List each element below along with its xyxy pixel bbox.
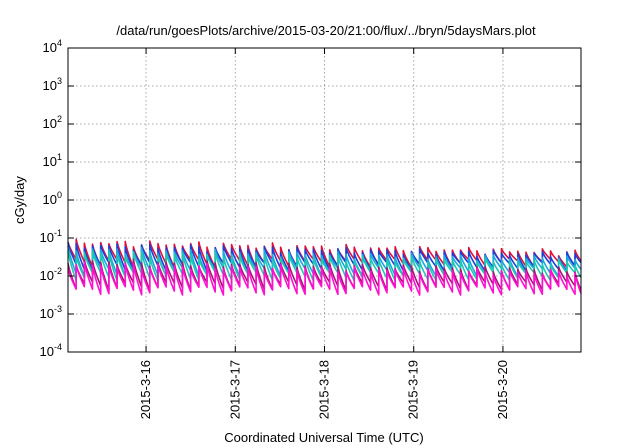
x-tick-label: 2015-3-17 bbox=[227, 360, 242, 419]
series-line-4 bbox=[67, 250, 582, 282]
y-tick-label-base: 10 bbox=[43, 78, 57, 93]
series-line-6 bbox=[67, 261, 582, 296]
y-tick-label-exponent: -4 bbox=[54, 342, 62, 352]
y-tick-label-exponent: -2 bbox=[54, 266, 62, 276]
y-tick-label-exponent: 3 bbox=[57, 76, 62, 86]
y-tick-label-exponent: 2 bbox=[57, 114, 62, 124]
y-tick-label-exponent: 4 bbox=[57, 38, 62, 48]
y-tick-label-base: 10 bbox=[43, 154, 57, 169]
grid bbox=[68, 48, 581, 352]
y-tick-label: 103 bbox=[43, 76, 62, 93]
y-tick-label: 10-3 bbox=[40, 304, 62, 321]
series-layer bbox=[67, 238, 582, 296]
x-tick-label: 2015-3-20 bbox=[495, 360, 510, 419]
y-tick-label-base: 10 bbox=[40, 268, 54, 283]
x-axis-label: Coordinated Universal Time (UTC) bbox=[224, 430, 423, 445]
y-tick-label: 102 bbox=[43, 114, 62, 131]
y-tick-label-base: 10 bbox=[43, 116, 57, 131]
y-tick-label: 10-1 bbox=[40, 228, 62, 245]
y-tick-label-exponent: 0 bbox=[57, 190, 62, 200]
y-tick-label-base: 10 bbox=[43, 192, 57, 207]
chart-title: /data/run/goesPlots/archive/2015-03-20/2… bbox=[116, 23, 536, 38]
y-tick-label-exponent: 1 bbox=[57, 152, 62, 162]
y-axis-label: cGy/day bbox=[12, 176, 27, 224]
y-tick-label-base: 10 bbox=[43, 40, 57, 55]
x-tick-label: 2015-3-18 bbox=[317, 360, 332, 419]
x-tick-label: 2015-3-16 bbox=[138, 360, 153, 419]
y-tick-label-base: 10 bbox=[40, 306, 54, 321]
y-tick-label-exponent: -3 bbox=[54, 304, 62, 314]
y-tick-label-exponent: -1 bbox=[54, 228, 62, 238]
y-tick-label: 101 bbox=[43, 152, 62, 169]
y-tick-label: 100 bbox=[43, 190, 62, 207]
y-tick-label: 104 bbox=[43, 38, 62, 55]
series-line-3 bbox=[67, 246, 582, 278]
y-tick-label: 10-2 bbox=[40, 266, 62, 283]
y-tick-label-base: 10 bbox=[40, 230, 54, 245]
series-line-2 bbox=[67, 242, 582, 272]
x-axis: 2015-3-16 2015-3-17 2015-3-18 2015-3-19 2015… bbox=[138, 48, 510, 419]
y-tick-label: 10-4 bbox=[40, 342, 62, 359]
y-tick-label-base: 10 bbox=[40, 344, 54, 359]
x-tick-label: 2015-3-19 bbox=[406, 360, 421, 419]
